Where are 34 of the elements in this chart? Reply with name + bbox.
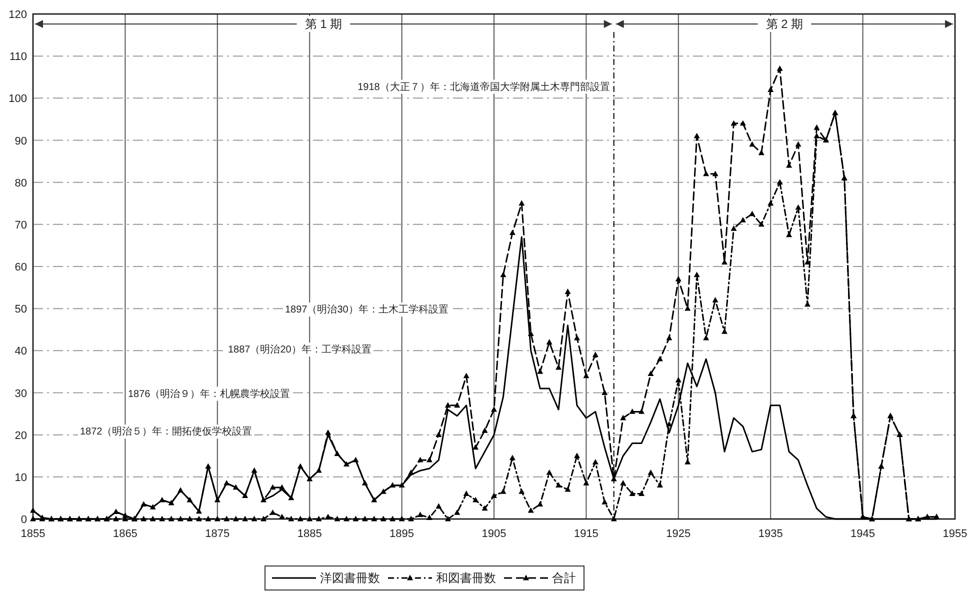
y-tick-label: 50 (14, 304, 27, 316)
x-tick-label: 1905 (482, 528, 506, 540)
y-tick-label: 60 (14, 262, 27, 274)
legend-label: 和図書冊数 (436, 571, 496, 585)
y-tick-label: 110 (9, 51, 27, 64)
y-tick-label: 30 (14, 388, 27, 400)
y-tick-label: 120 (8, 9, 27, 21)
x-tick-label: 1915 (574, 528, 598, 540)
x-tick-label: 1885 (297, 528, 322, 540)
y-tick-label: 0 (20, 514, 27, 526)
y-tick-label: 100 (8, 93, 27, 106)
y-tick-label: 80 (14, 177, 27, 190)
x-tick-label: 1875 (205, 528, 230, 540)
x-tick-label: 1865 (112, 528, 138, 540)
x-tick-label: 1855 (20, 528, 46, 540)
annotation: 1876（明治９）年：札幌農学校設置 (128, 388, 290, 400)
annotation: 1872（明治５）年：開拓使仮学校設置 (80, 426, 252, 438)
annotation: 1887（明治20）年：工学科設置 (228, 344, 372, 356)
annotation: 第 2 期 (766, 17, 804, 31)
legend-label: 洋図書冊数 (320, 571, 380, 585)
annotation: 1897（明治30）年：土木工学科設置 (285, 304, 448, 316)
y-tick-label: 20 (14, 430, 27, 442)
y-tick-label: 40 (14, 346, 27, 358)
y-tick-label: 10 (14, 472, 27, 484)
ref-line-label: 1918（大正７）年：北海道帝国大学附属土木専門部設置 (358, 80, 610, 93)
x-tick-label: 1945 (850, 528, 876, 540)
y-tick-label: 90 (14, 135, 27, 148)
legend-label: 合計 (552, 571, 576, 585)
x-tick-label: 1955 (942, 528, 968, 540)
x-tick-label: 1925 (666, 528, 691, 540)
x-tick-label: 1895 (390, 528, 414, 540)
y-tick-label: 70 (14, 219, 27, 232)
x-tick-label: 1935 (758, 528, 783, 540)
annotation: 第 1 期 (304, 17, 342, 31)
